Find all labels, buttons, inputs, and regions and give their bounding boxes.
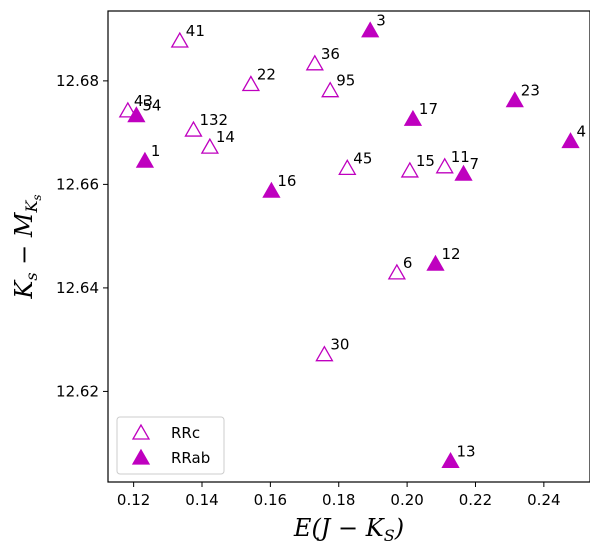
legend-rrab-marker	[131, 448, 151, 465]
rrc-point	[200, 137, 219, 154]
y-tick-label: 12.64	[56, 279, 99, 297]
legend: RRc RRab	[116, 416, 225, 475]
point-label: 36	[321, 45, 340, 63]
legend-label: RRab	[171, 449, 210, 467]
point-label: 30	[330, 336, 349, 354]
legend-label: RRc	[171, 424, 200, 442]
point-label: 1	[151, 142, 161, 160]
x-tick-label: 0.14	[185, 491, 218, 509]
x-tick-label: 0.16	[254, 491, 287, 509]
rrc-point	[400, 161, 419, 178]
point-label: 15	[416, 152, 435, 170]
x-tick-label: 0.12	[117, 491, 150, 509]
legend-entries: RRc RRab	[131, 423, 210, 467]
rrab-point	[561, 132, 580, 149]
rrab-point	[505, 91, 524, 108]
rrab-point	[135, 151, 155, 168]
x-tick-label: 0.20	[390, 491, 423, 509]
x-axis-subscript: S	[384, 526, 395, 541]
y-axis-title: Ks − MKs	[10, 194, 44, 299]
rrc-point	[170, 31, 189, 48]
rrc-point	[305, 54, 324, 71]
point-label: 13	[457, 442, 476, 460]
rrab-point	[441, 451, 460, 468]
point-label: 45	[353, 149, 372, 167]
rrc-point	[321, 81, 340, 98]
x-tick-label: 0.18	[322, 491, 355, 509]
point-label: 11	[451, 148, 470, 166]
rrc-point	[387, 263, 406, 280]
point-label: 7	[470, 155, 480, 173]
rrc-point	[118, 101, 137, 118]
rrc-point	[184, 120, 203, 137]
y-tick-label: 12.62	[56, 382, 99, 400]
rrc-point	[315, 345, 334, 362]
x-tick-label: 0.22	[459, 491, 492, 509]
rrab-point	[403, 109, 423, 126]
point-label: 6	[403, 254, 413, 272]
point-label: 22	[257, 65, 276, 83]
rrab-point	[426, 254, 445, 271]
plot-frame	[107, 10, 590, 483]
rrc-point	[338, 159, 357, 175]
legend-rrc-marker	[131, 423, 151, 440]
ticks-layer: 0.12 0.14 0.16 0.18 0.20 0.22 0.2412.6212.6412…	[56, 72, 561, 509]
point-label: 4	[577, 122, 587, 140]
rrab-point	[361, 21, 380, 38]
point-label: 17	[419, 100, 438, 118]
rrab-point	[127, 106, 146, 123]
point-label: 132	[199, 111, 228, 129]
y-tick-label: 12.66	[56, 175, 99, 193]
rrc-point	[435, 157, 454, 174]
x-tick-label: 0.24	[527, 491, 560, 509]
point-label: 41	[186, 22, 205, 40]
point-label: 14	[216, 128, 235, 146]
point-label: 23	[521, 82, 540, 100]
point-label: 43	[134, 92, 153, 110]
point-label: 54	[142, 97, 161, 115]
x-axis-title: E(J − KS)	[293, 514, 404, 541]
rrc-point	[241, 75, 261, 92]
point-label: 12	[441, 245, 460, 263]
point-label: 3	[376, 12, 386, 30]
point-label: 16	[277, 172, 296, 190]
rrab-point	[262, 181, 281, 198]
point-label: 95	[336, 72, 355, 90]
rrab-point	[454, 164, 473, 181]
y-tick-label: 12.68	[56, 72, 99, 90]
